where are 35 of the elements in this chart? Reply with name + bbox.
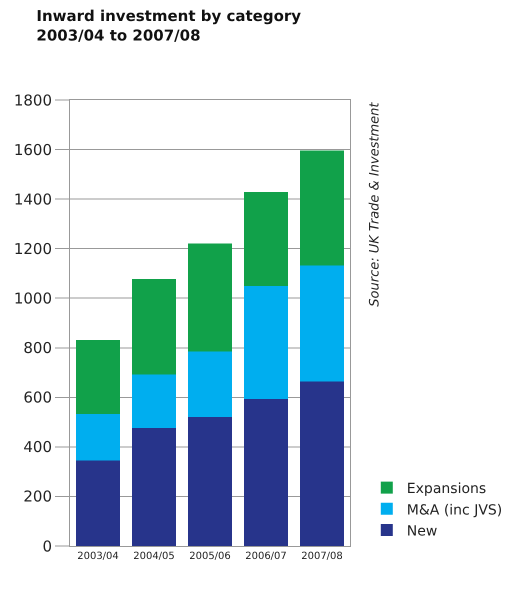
bar [300, 150, 344, 266]
legend-label: New [406, 523, 438, 540]
y-tick-label: 600 [23, 388, 52, 407]
x-tick-label: 2004/05 [133, 551, 175, 562]
y-tick-label: 800 [23, 339, 52, 358]
y-tick-label: 400 [23, 438, 52, 456]
bar [188, 351, 232, 417]
bar [76, 340, 120, 414]
x-tick-label: 2005/06 [189, 551, 231, 562]
y-tick-label: 1400 [14, 190, 52, 208]
legend-label: Expansions [406, 481, 486, 498]
bar [132, 374, 176, 428]
y-tick-label: 0 [42, 537, 52, 556]
bar [76, 414, 120, 461]
bar [188, 416, 232, 546]
y-tick-label: 1200 [14, 240, 52, 258]
bar [188, 243, 232, 352]
legend-label: M&A (inc JVS) [406, 502, 502, 518]
bar [244, 286, 288, 399]
y-tick-label: 200 [23, 488, 52, 506]
x-tick-label: 2007/08 [301, 551, 343, 562]
bar [132, 428, 176, 546]
source-note: Source: UK Trade & Investment [368, 102, 383, 307]
bar [300, 381, 344, 546]
bar [244, 192, 288, 286]
y-tick-label: 1600 [14, 140, 52, 159]
x-tick-label: 2006/07 [245, 551, 287, 562]
y-tick-label: 1800 [14, 91, 52, 110]
bar [300, 266, 344, 382]
x-tick-label: 2003/04 [77, 551, 119, 562]
bar [76, 460, 120, 546]
bar [132, 278, 176, 375]
bar [244, 398, 288, 546]
chart-title: Inward investment by category 2003/04 to 2007/08 [36, 6, 302, 44]
y-tick-label: 1000 [14, 289, 52, 308]
